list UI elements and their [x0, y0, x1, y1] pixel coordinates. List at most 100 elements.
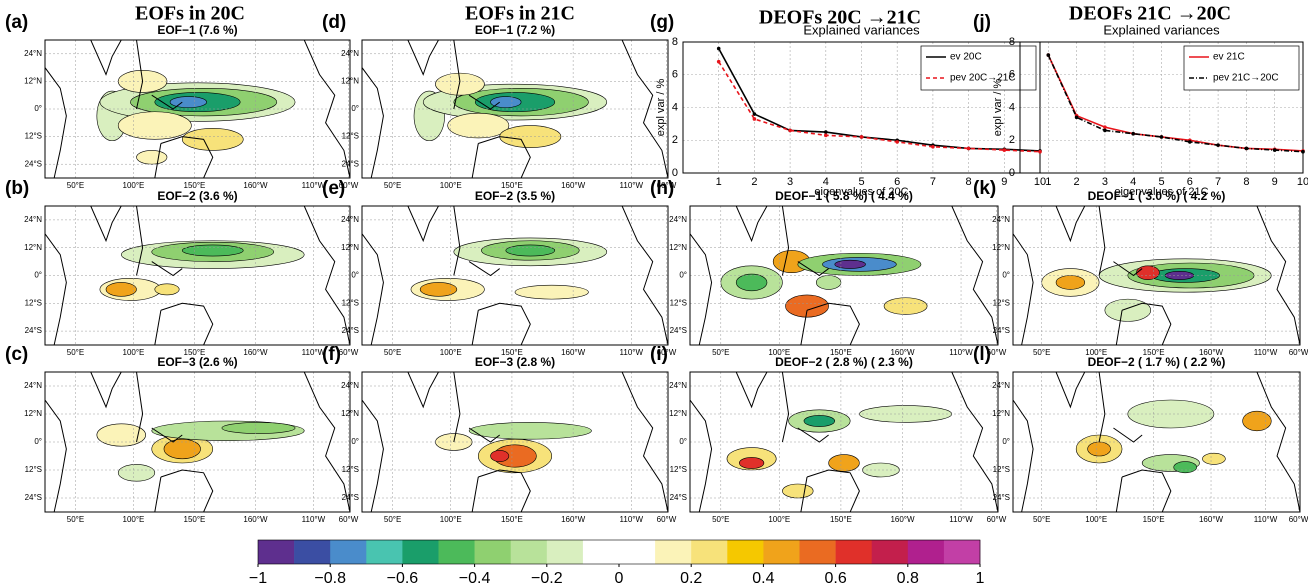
lon-tick-label: 100°E [123, 515, 145, 524]
colorbar-cell [727, 540, 764, 564]
coastline [781, 206, 790, 276]
coastline [45, 233, 67, 345]
coastline [362, 399, 384, 512]
lat-tick-label: 24°N [341, 215, 359, 224]
coastline [1055, 206, 1086, 243]
coastline [806, 302, 860, 345]
lat-tick-label: 12°S [25, 465, 42, 474]
colorbar-tick-label: 1 [976, 570, 985, 587]
x-tick-label: 9 [1272, 176, 1278, 188]
map [690, 206, 998, 345]
coastline [471, 143, 479, 178]
contour-region [447, 112, 510, 139]
panel-title: DEOF−2 ( 2.8 %) ( 2.3 %) [775, 355, 913, 369]
legend-box [920, 45, 1037, 91]
coastline [90, 40, 122, 76]
data-point [859, 135, 864, 139]
map [45, 40, 350, 178]
y-tick-label: 4 [672, 101, 678, 113]
data-point [895, 140, 899, 144]
contour-region [514, 284, 589, 300]
contour-region [883, 297, 928, 315]
coastline [735, 372, 768, 409]
colorbar-tick-label: −0.2 [531, 570, 563, 587]
lat-tick-label: 0° [34, 104, 42, 113]
coastline [797, 427, 829, 443]
contour-region [1173, 461, 1197, 474]
y-tick-label: 6 [672, 69, 678, 81]
contour-region [136, 150, 168, 165]
coastline [951, 206, 998, 345]
y-tick-label: 0 [672, 167, 678, 179]
colorbar-cell [366, 540, 403, 564]
panel-title: EOF−3 (2.6 %) [157, 355, 237, 369]
lat-tick-label: 24°N [992, 215, 1010, 224]
coastline [1055, 372, 1086, 409]
contour-region [505, 244, 556, 257]
lat-tick-label: 12°N [24, 77, 42, 86]
coastline [160, 136, 214, 178]
contour-region [163, 438, 201, 460]
coastline [160, 302, 214, 345]
x-tick-label: 1 [1045, 176, 1051, 188]
coastline [468, 261, 501, 277]
lat-tick-label: 0° [351, 437, 359, 446]
x-tick-label: 5 [1158, 176, 1164, 188]
lat-tick-label: 24°N [24, 381, 42, 390]
lon-tick-label: 150°E [830, 515, 852, 524]
map [362, 40, 668, 178]
lon-tick-label: 50°E [384, 515, 401, 524]
coastline [1013, 233, 1034, 345]
coastline [1098, 206, 1106, 276]
coastline [781, 372, 790, 443]
lon-tick-label: 150°E [184, 348, 206, 357]
lon-tick-label: 60°W [987, 348, 1007, 357]
contour-region [738, 457, 765, 469]
lat-tick-label: 12°S [342, 465, 359, 474]
coastline [407, 206, 439, 243]
lat-tick-label: 12°N [24, 243, 42, 252]
lon-tick-label: 60°W [339, 348, 359, 357]
data-point [966, 146, 971, 151]
colorbar-tick-label: −1 [249, 570, 267, 587]
coastline [806, 469, 860, 512]
contour-region [1242, 410, 1272, 432]
lon-tick-label: 60°W [657, 348, 677, 357]
coastline [1113, 261, 1143, 277]
x-tick-label: 5 [858, 176, 864, 188]
chart-title: Explained variances [1103, 22, 1220, 37]
data-point [788, 128, 792, 133]
lon-tick-label: 160°W [243, 515, 268, 524]
y-tick-label: 6 [1009, 69, 1015, 81]
lat-tick-label: 24°S [25, 493, 42, 502]
lon-tick-label: 60°W [339, 181, 359, 190]
contour-region [785, 294, 829, 318]
data-point [1131, 131, 1135, 136]
contour-region [490, 96, 522, 108]
colorbar-cell [763, 540, 800, 564]
lon-tick-label: 160°W [890, 348, 915, 357]
panel-title: EOF−1 (7.2 %) [475, 23, 555, 37]
coastline [478, 469, 531, 512]
panel-label: (a) [5, 12, 28, 33]
panel-title: EOF−1 (7.6 %) [157, 23, 237, 37]
lon-tick-label: 110°W [620, 348, 644, 357]
data-point [1046, 53, 1051, 57]
data-point [1188, 140, 1192, 144]
x-tick-label: 6 [1187, 176, 1193, 188]
lat-tick-label: 24°S [25, 326, 42, 335]
lon-tick-label: 60°W [1289, 348, 1308, 357]
lat-tick-label: 12°N [992, 409, 1010, 418]
data-point [1159, 135, 1164, 139]
contour-region [154, 283, 180, 296]
lon-tick-label: 50°E [67, 348, 84, 357]
contour-region [1202, 452, 1226, 465]
contour-region [490, 450, 510, 462]
panel-label: (g) [650, 12, 674, 33]
contour-region [181, 128, 244, 151]
coastline [407, 372, 439, 409]
coastline [735, 206, 768, 243]
lon-tick-label: 100°E [768, 348, 790, 357]
coastline [160, 469, 214, 512]
lat-tick-label: 12°S [342, 132, 359, 141]
